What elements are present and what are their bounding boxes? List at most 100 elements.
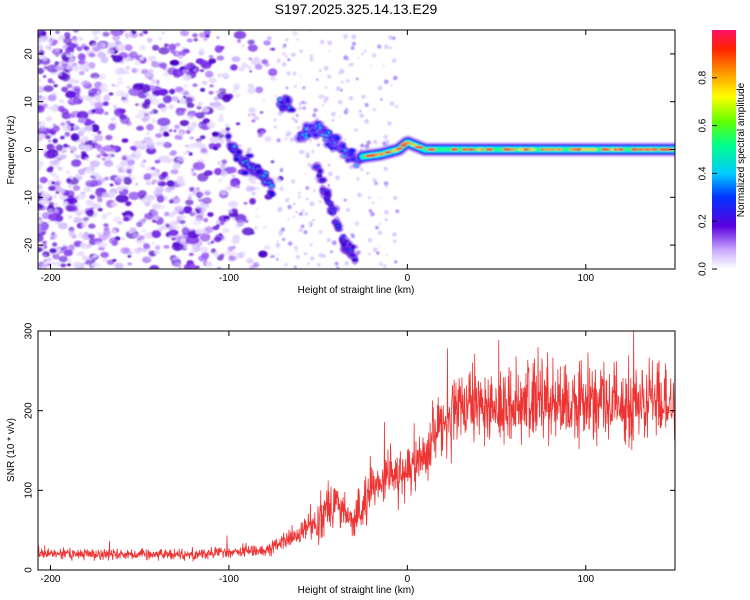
noise-blob [93,94,101,102]
noise-blob [296,126,301,130]
noise-blob [168,212,176,218]
noise-blob [270,254,275,259]
noise-blob [202,197,212,205]
carrier-hotspot [517,148,525,151]
noise-blob [340,88,343,92]
noise-blob [216,266,222,269]
noise-blob [141,116,149,123]
noise-blob [65,69,70,73]
carrier-hotspot [384,151,392,154]
noise-blob [276,257,279,261]
noise-blob [350,46,355,50]
noise-blob [172,162,181,170]
noise-blob [327,184,331,187]
noise-blob [264,136,272,143]
noise-blob [38,133,46,140]
noise-blob [152,203,161,210]
branch-core [351,258,359,262]
noise-blob [110,228,117,235]
noise-blob [159,141,165,146]
carrier-hotspot [415,145,424,149]
noise-blob [61,73,71,82]
y-tick-label: 200 [24,402,35,419]
noise-blob [125,155,133,161]
noise-blob [275,242,281,248]
noise-blob [309,243,313,247]
noise-blob [327,74,332,79]
noise-blob [145,92,150,96]
noise-blob [323,65,329,71]
noise-blob [154,249,160,255]
noise-blob [222,94,231,103]
noise-blob [374,141,378,145]
noise-blob [263,245,271,250]
noise-blob [166,180,175,187]
noise-blob [120,160,128,167]
x-tick-label: 100 [577,273,594,284]
noise-blob [393,239,397,243]
noise-blob [284,263,288,267]
noise-blob [293,118,297,122]
noise-blob [183,206,193,214]
noise-blob [298,101,303,106]
noise-blob [100,82,108,91]
noise-blob [235,122,241,126]
noise-blob [385,139,390,144]
carrier-hotspot [429,148,436,151]
noise-blob [363,49,367,53]
noise-blob [217,161,221,165]
noise-blob [41,263,49,268]
noise-blob [278,231,283,236]
noise-blob [91,124,100,133]
noise-blob [127,250,133,256]
noise-blob [186,38,193,43]
noise-blob [65,190,75,198]
noise-blob [110,117,116,122]
branch-core [334,135,341,141]
noise-blob [336,266,340,269]
noise-blob [304,173,307,175]
noise-blob [97,91,100,94]
noise-blob [165,223,170,228]
branch-peak [355,164,358,167]
noise-blob [182,69,188,74]
noise-blob [343,34,348,39]
noise-blob [220,253,225,257]
noise-blob [292,215,295,218]
noise-blob [248,57,253,61]
carrier-hotspot [465,148,476,151]
noise-blob [210,240,214,244]
noise-blob [156,180,161,184]
noise-blob [41,192,51,200]
noise-blob [38,121,42,126]
noise-blob [78,168,86,176]
spectrogram-x-ticks: -200 -100 0 100 [40,30,595,284]
noise-blob [112,104,118,109]
noise-blob [116,177,122,184]
noise-blob [318,253,323,258]
noise-blob [174,124,180,129]
noise-blob [123,217,130,222]
noise-blob [38,225,42,232]
noise-blob [172,241,181,248]
noise-blob [334,261,339,266]
noise-blob [215,142,222,149]
noise-blob [247,65,252,70]
noise-blob [261,99,267,103]
noise-blob [370,64,372,67]
noise-blob [164,211,170,217]
noise-blob [372,53,376,58]
noise-blob [177,175,184,181]
noise-blob [60,60,65,65]
noise-blob [327,171,333,177]
noise-blob [300,224,305,229]
noise-blob [230,64,238,71]
noise-blob [370,212,375,217]
noise-blob [73,30,79,33]
noise-blob [360,143,365,148]
noise-blob [251,191,256,196]
noise-blob [55,30,60,34]
noise-blob [318,94,325,99]
noise-blob [331,118,335,122]
noise-blob [345,108,348,111]
